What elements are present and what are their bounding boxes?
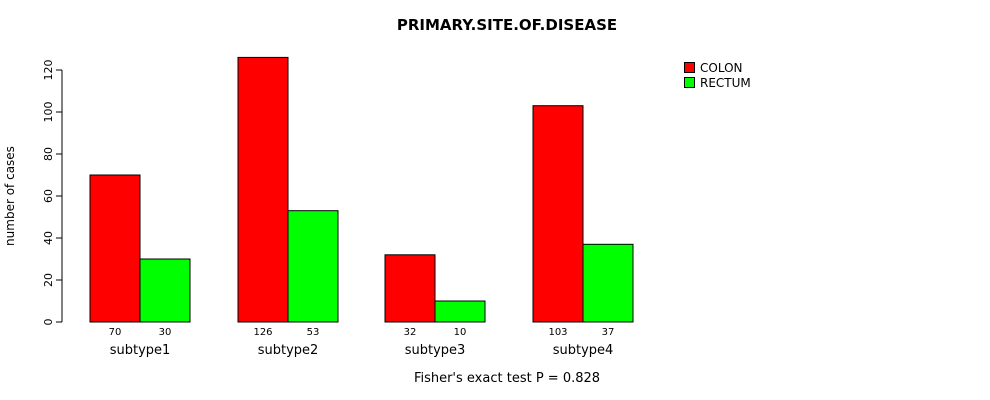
rectum-swatch bbox=[684, 77, 695, 88]
bar-subtype1-colon bbox=[89, 174, 141, 323]
bar-subtype2-rectum bbox=[287, 210, 339, 323]
bar-value-label: 126 bbox=[253, 327, 272, 338]
legend-item-colon: COLON bbox=[684, 60, 751, 75]
bar-subtype4-rectum bbox=[582, 243, 634, 323]
legend-label-rectum: RECTUM bbox=[700, 75, 751, 90]
bar-value-label: 37 bbox=[602, 327, 615, 338]
y-tick-label: 120 bbox=[42, 60, 55, 81]
y-tick-label: 40 bbox=[42, 231, 55, 245]
y-tick-label: 100 bbox=[42, 102, 55, 123]
chart-title: PRIMARY.SITE.OF.DISEASE bbox=[396, 16, 618, 34]
category-label-subtype1: subtype1 bbox=[110, 343, 171, 358]
category-label-subtype2: subtype2 bbox=[258, 343, 319, 358]
y-tick-label: 20 bbox=[42, 273, 55, 287]
bar-subtype4-colon bbox=[532, 105, 584, 323]
bar-subtype3-rectum bbox=[434, 300, 486, 323]
bar-value-label: 53 bbox=[307, 327, 320, 338]
y-tick-label: 80 bbox=[42, 147, 55, 161]
legend: COLON RECTUM bbox=[684, 60, 751, 90]
legend-label-colon: COLON bbox=[700, 60, 743, 75]
y-axis-label: number of cases bbox=[3, 146, 17, 246]
y-tick-label: 60 bbox=[42, 189, 55, 203]
statistics-caption: Fisher's exact test P = 0.828 bbox=[413, 371, 601, 386]
bar-subtype2-colon bbox=[237, 56, 289, 323]
bar-subtype1-rectum bbox=[139, 258, 191, 323]
category-label-subtype3: subtype3 bbox=[405, 343, 466, 358]
category-label-subtype4: subtype4 bbox=[553, 343, 614, 358]
bar-value-label: 70 bbox=[109, 327, 122, 338]
bar-value-label: 103 bbox=[548, 327, 567, 338]
bar-value-label: 10 bbox=[454, 327, 467, 338]
bar-value-label: 32 bbox=[404, 327, 417, 338]
y-tick-label: 0 bbox=[42, 319, 55, 326]
bar-subtype3-colon bbox=[384, 254, 436, 323]
legend-item-rectum: RECTUM bbox=[684, 75, 751, 90]
bar-value-label: 30 bbox=[159, 327, 172, 338]
colon-swatch bbox=[684, 62, 695, 73]
